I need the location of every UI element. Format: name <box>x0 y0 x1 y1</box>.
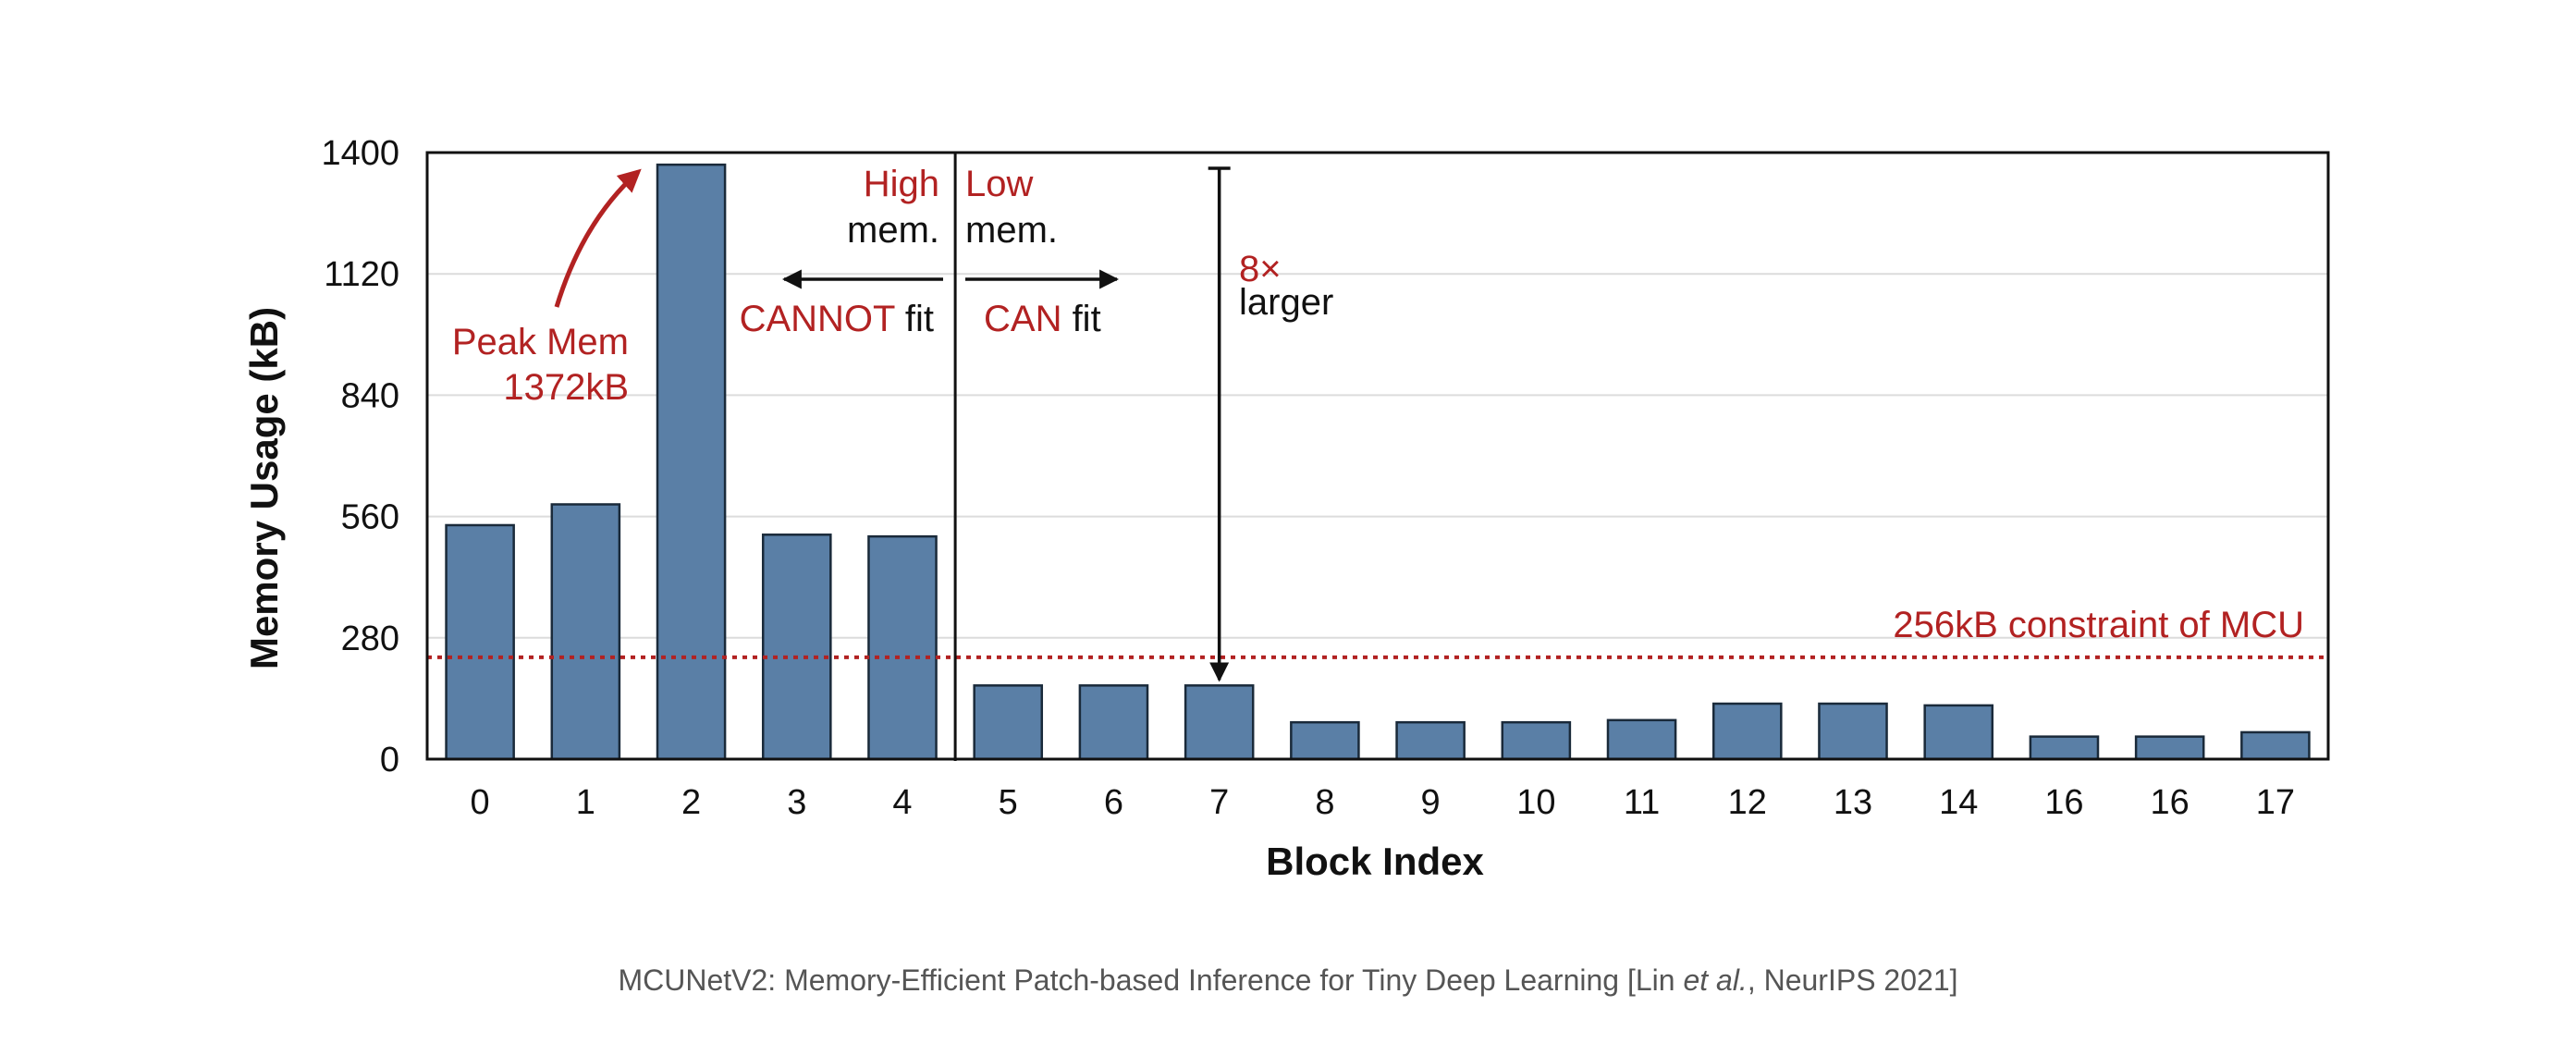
x-axis-title: Block Index <box>1266 840 1484 883</box>
bar-block-12 <box>1711 702 1783 761</box>
bar-block-6 <box>1078 684 1149 761</box>
bar-block-9 <box>1395 720 1466 761</box>
x-tick-labels: 0 1 2 3 4 5 6 7 8 9 10 11 12 13 14 16 16 17 <box>471 783 2295 822</box>
x-tick-label: 13 <box>1834 783 1872 822</box>
can-fit-label: CAN fit <box>984 299 1101 339</box>
x-tick-label: 3 <box>787 783 806 822</box>
high-mem-label: mem. <box>847 210 939 251</box>
y-tick-label: 0 <box>380 741 399 779</box>
bar-block-0 <box>445 523 515 761</box>
caption-text-before: MCUNetV2: Memory-Efficient Patch-based I… <box>618 963 1684 997</box>
bars <box>445 163 2311 761</box>
caption-text-italic: et al. <box>1683 963 1748 997</box>
x-tick-label: 10 <box>1516 783 1555 822</box>
can-fit-word: fit <box>1061 299 1100 339</box>
ratio-label: 8× <box>1239 249 1282 289</box>
figure-caption: MCUNetV2: Memory-Efficient Patch-based I… <box>0 963 2576 998</box>
x-tick-label: 5 <box>999 783 1018 822</box>
peak-label-line2: 1372kB <box>503 367 629 408</box>
y-axis-title: Memory Usage (kB) <box>242 307 286 669</box>
y-tick-labels: 0 280 560 840 1120 1400 <box>321 134 399 779</box>
x-tick-label: 7 <box>1209 783 1229 822</box>
bar-block-14 <box>1923 704 1994 761</box>
bar-block-5 <box>973 684 1044 761</box>
x-tick-label: 8 <box>1315 783 1334 822</box>
y-tick-label: 1120 <box>324 255 399 294</box>
bar-block-10 <box>1501 720 1572 761</box>
peak-arrow <box>554 168 642 308</box>
ratio-word-label: larger <box>1239 282 1333 323</box>
constraint-label: 256kB constraint of MCU <box>1893 605 2304 645</box>
bar-block-11 <box>1606 718 1677 761</box>
y-tick-label: 840 <box>341 376 399 415</box>
bar-block-4 <box>867 534 938 761</box>
bar-block-8 <box>1290 720 1360 761</box>
x-tick-label: 1 <box>576 783 595 822</box>
bar-block-2 <box>656 163 727 761</box>
bar-block-17 <box>2240 730 2311 761</box>
bar-block-3 <box>761 534 832 761</box>
annotations: Block Index Memory Usage (kB) Peak Mem 1… <box>242 153 2304 883</box>
low-label: Low <box>965 164 1033 204</box>
bar-block-1 <box>550 503 621 761</box>
y-tick-label: 1400 <box>321 134 399 173</box>
low-mem-label: mem. <box>965 210 1058 251</box>
can-word: CAN <box>984 299 1061 339</box>
x-tick-label: 14 <box>1939 783 1978 822</box>
x-tick-label: 17 <box>2256 783 2295 822</box>
cannot-word: CANNOT <box>740 299 895 339</box>
plot-border <box>425 151 2330 761</box>
x-tick-label: 6 <box>1104 783 1123 822</box>
plot-frame <box>425 151 2330 761</box>
caption-text-after: , NeurIPS 2021] <box>1747 963 1958 997</box>
y-tick-label: 280 <box>341 620 399 658</box>
x-tick-label: 2 <box>681 783 701 822</box>
cannot-fit-word: fit <box>895 299 934 339</box>
grid-lines <box>427 273 2328 639</box>
cannot-fit-label: CANNOT fit <box>740 299 934 339</box>
bar-block-16 <box>2134 735 2205 761</box>
x-tick-label: 11 <box>1624 783 1660 822</box>
x-tick-label: 0 <box>471 783 490 822</box>
x-tick-label: 12 <box>1728 783 1767 822</box>
bar-block-13 <box>1818 702 1888 761</box>
bar-block-15 <box>2029 735 2100 761</box>
y-tick-label: 560 <box>341 498 399 537</box>
x-tick-label: 16 <box>2044 783 2083 822</box>
peak-label-line1: Peak Mem <box>452 322 629 362</box>
bar-block-7 <box>1184 684 1255 761</box>
high-label: High <box>864 164 939 204</box>
x-tick-label: 4 <box>892 783 912 822</box>
x-tick-label: 9 <box>1421 783 1441 822</box>
x-tick-label: 16 <box>2151 783 2190 822</box>
